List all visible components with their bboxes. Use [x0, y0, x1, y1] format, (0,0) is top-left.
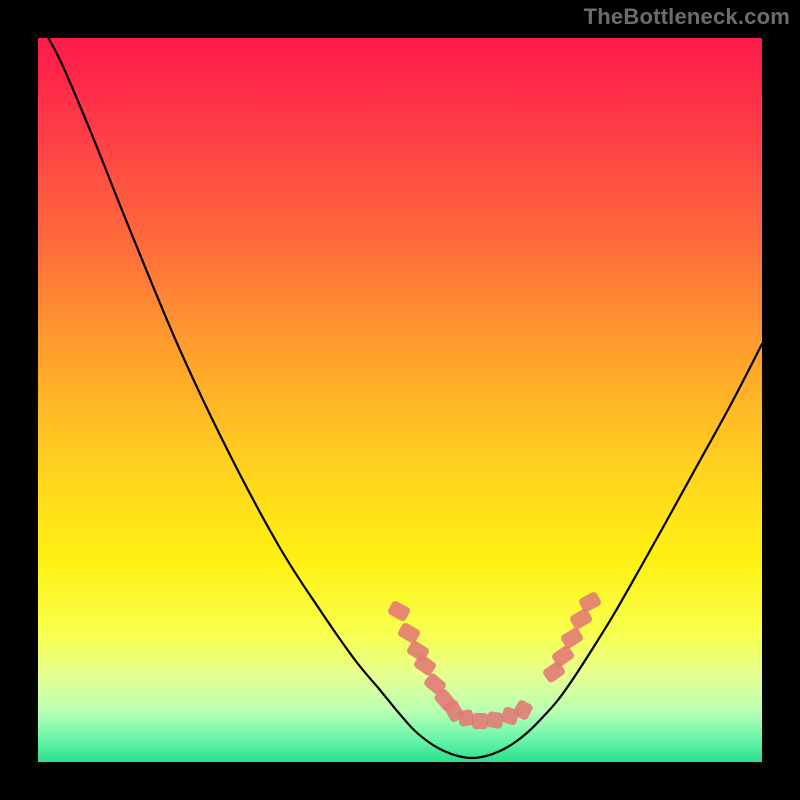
gradient-background	[38, 38, 762, 762]
chart-frame: { "canvas": { "width": 800, "height": 80…	[0, 0, 800, 800]
bottleneck-chart	[0, 0, 800, 800]
watermark-text: TheBottleneck.com	[584, 4, 790, 30]
marker	[472, 713, 488, 729]
